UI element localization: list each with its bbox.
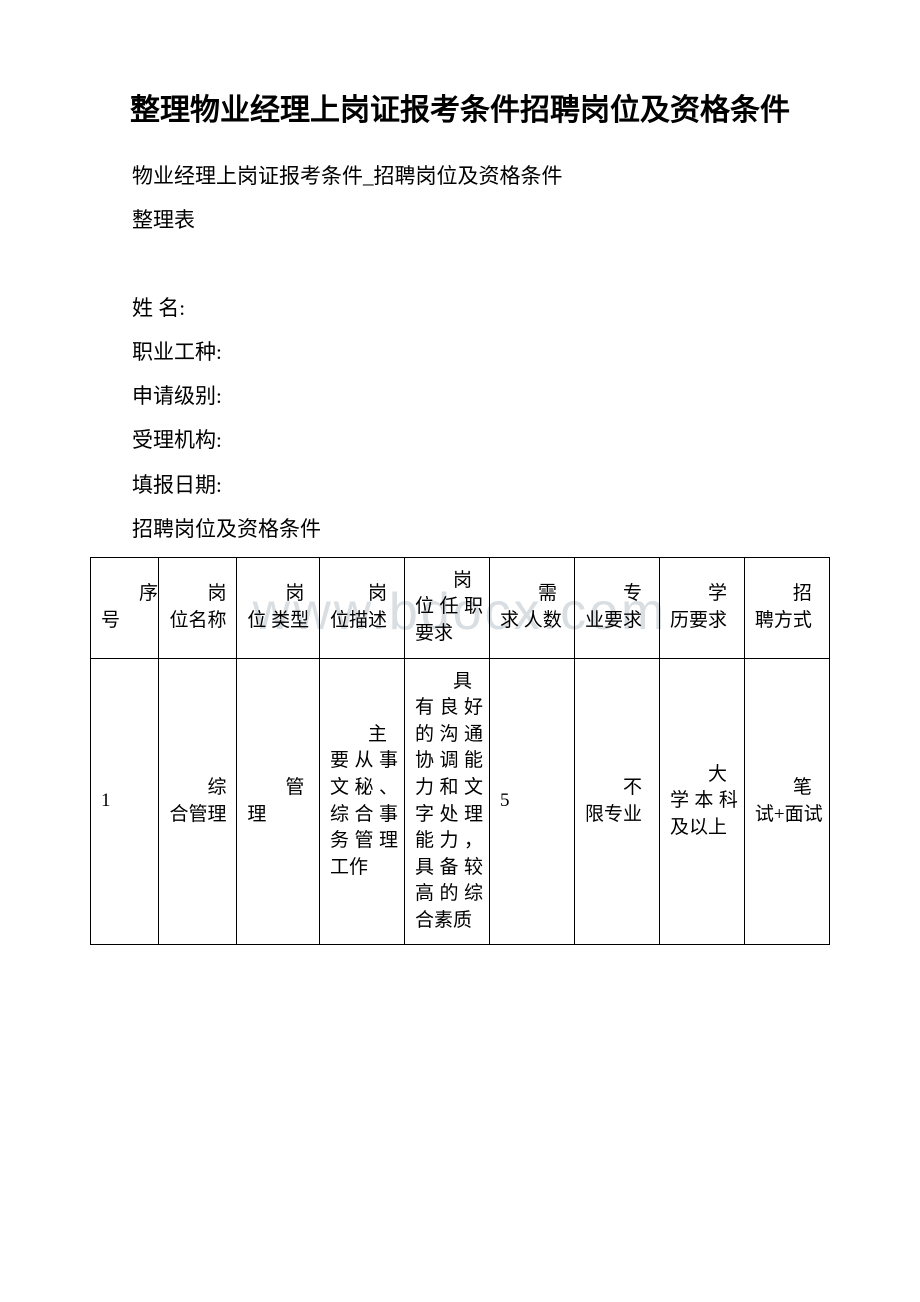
field-occupation-label: 职业工种: <box>90 330 830 374</box>
cell-position-desc: 主要从事文秘、综合事务管理工作 <box>320 658 405 945</box>
col-position-req: 岗位任职要求 <box>404 557 489 658</box>
recruitment-table: 序号 岗位名称 岗 位 类型 岗位描述 岗位任职要求 需 求 人数 专业要求 学… <box>90 557 830 946</box>
section-heading: 招聘岗位及资格条件 <box>90 507 830 551</box>
table-row: 1 综合管理 管理 主要从事文秘、综合事务管理工作 具有良好的沟通协调能力和文字… <box>91 658 830 945</box>
cell-method: 笔试+面试 <box>744 658 829 945</box>
col-method: 招聘方式 <box>744 557 829 658</box>
col-index: 序号 <box>91 557 159 658</box>
col-major: 专业要求 <box>574 557 659 658</box>
cell-position-req: 具有良好的沟通协调能力和文字处理能力，具备较高的综合素质 <box>404 658 489 945</box>
col-edu: 学历要求 <box>659 557 744 658</box>
cell-count: 5 <box>489 658 574 945</box>
cell-major: 不限专业 <box>574 658 659 945</box>
cell-position-type: 管理 <box>237 658 320 945</box>
cell-edu: 大学本科及以上 <box>659 658 744 945</box>
field-level-label: 申请级别: <box>90 374 830 418</box>
col-position-name: 岗位名称 <box>159 557 237 658</box>
col-position-type: 岗 位 类型 <box>237 557 320 658</box>
document-subtitle: 物业经理上岗证报考条件_招聘岗位及资格条件 <box>90 154 830 198</box>
document-title: 整理物业经理上岗证报考条件招聘岗位及资格条件 <box>90 90 830 132</box>
form-type-label: 整理表 <box>90 198 830 242</box>
table-header-row: 序号 岗位名称 岗 位 类型 岗位描述 岗位任职要求 需 求 人数 专业要求 学… <box>91 557 830 658</box>
col-count: 需 求 人数 <box>489 557 574 658</box>
field-name-label: 姓 名: <box>90 286 830 330</box>
field-date-label: 填报日期: <box>90 463 830 507</box>
cell-index: 1 <box>91 658 159 945</box>
cell-position-name: 综合管理 <box>159 658 237 945</box>
blank-line <box>90 242 830 286</box>
col-position-desc: 岗位描述 <box>320 557 405 658</box>
field-agency-label: 受理机构: <box>90 418 830 462</box>
document-content: 整理物业经理上岗证报考条件招聘岗位及资格条件 物业经理上岗证报考条件_招聘岗位及… <box>90 90 830 945</box>
